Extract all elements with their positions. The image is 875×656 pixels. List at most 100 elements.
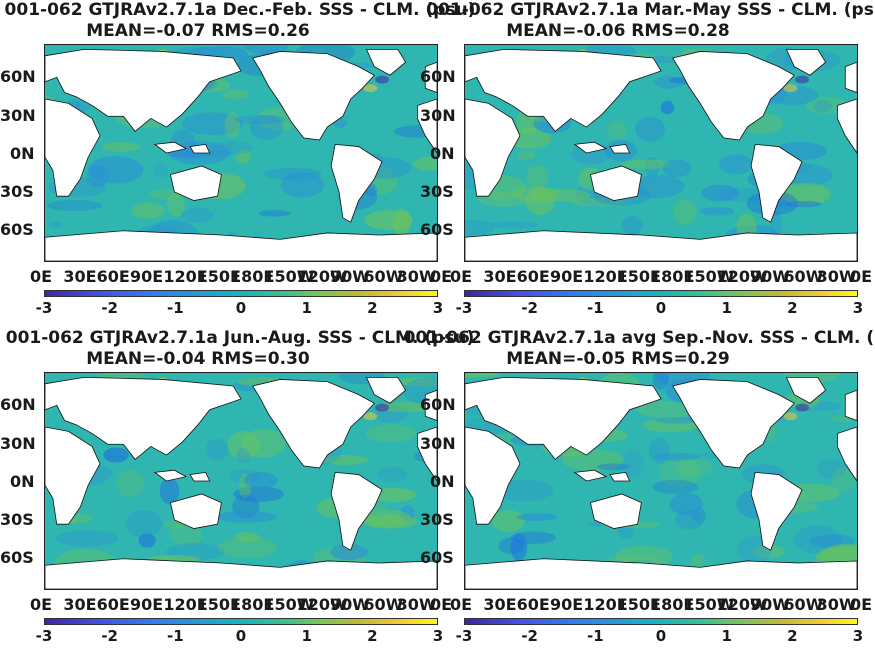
x-tick-label: 0E — [450, 267, 473, 286]
colorbar-tick-label: -1 — [166, 299, 184, 317]
colorbar-tick-label: -1 — [586, 299, 604, 317]
y-tick-label: 60N — [0, 67, 36, 86]
land-mass — [153, 141, 188, 154]
colorbar-tick-label: 0 — [235, 299, 247, 317]
anomaly-blob — [635, 116, 666, 142]
land-mass — [45, 426, 101, 525]
y-tick-label: 30N — [0, 434, 36, 453]
x-tick-labels: 0E 30E 60E 90E 120E 150E 180E 150W 120W 90W 60W 30W… — [450, 596, 875, 616]
anomaly-blob — [596, 463, 630, 471]
x-tick-label: 30W — [816, 595, 857, 614]
anomaly-blob — [491, 510, 525, 532]
y-tick-label: 60N — [420, 395, 456, 414]
map-svg — [465, 45, 857, 261]
land-mass — [189, 143, 211, 154]
x-tick-label: 60E — [516, 595, 550, 614]
land-mass — [465, 230, 857, 261]
x-tick-label: 30E — [63, 595, 97, 614]
colorbar — [44, 290, 438, 297]
colorbar-tick-label: 1 — [721, 299, 732, 317]
x-tick-label: 180E — [650, 267, 695, 286]
map-plot — [44, 372, 438, 590]
x-tick-label: 180E — [650, 595, 695, 614]
anomaly-blob — [517, 513, 557, 522]
colorbar-tick-label: 3 — [852, 627, 864, 645]
land-mass — [589, 493, 642, 529]
anomaly-blob — [393, 208, 412, 238]
anomaly-blob — [621, 448, 644, 478]
x-tick-label: 0E — [30, 595, 53, 614]
colorbar-tick-label: 3 — [432, 627, 444, 645]
anomaly-blob — [138, 533, 156, 548]
land-mass — [785, 376, 827, 404]
anomaly-highlight — [783, 412, 798, 421]
y-tick-label: 60N — [0, 395, 36, 414]
x-tick-label: 60W — [783, 595, 824, 614]
anomaly-blob — [48, 221, 63, 228]
anomaly-blob — [235, 149, 252, 164]
anomaly-blob — [621, 215, 643, 236]
x-tick-label: 120E — [163, 267, 208, 286]
anomaly-blob — [785, 200, 822, 208]
colorbar-tick-label: 0 — [655, 299, 667, 317]
x-tick-label: 60E — [96, 267, 130, 286]
colorbar-tick-label: 2 — [787, 627, 798, 645]
anomaly-blob — [652, 373, 669, 390]
anomaly-blob — [817, 458, 847, 480]
map-plot — [44, 44, 438, 262]
x-tick-label: 90E — [130, 595, 164, 614]
anomaly-blob — [621, 159, 672, 169]
map-svg — [45, 373, 437, 589]
land-mass — [45, 98, 101, 197]
anomaly-blob — [780, 183, 831, 206]
x-tick-label: 0E — [450, 595, 473, 614]
anomaly-blob — [655, 417, 700, 424]
anomaly-blob — [234, 532, 260, 543]
y-tick-label: 30N — [420, 434, 456, 453]
anomaly-blob — [465, 219, 495, 236]
chart-stats: MEAN=-0.06 RMS=0.28 — [506, 21, 730, 41]
anomaly-blob — [615, 545, 673, 568]
x-tick-label: 150E — [616, 267, 661, 286]
x-tick-label: 0E — [430, 595, 453, 614]
x-tick-label: 120W — [296, 595, 348, 614]
anomaly-blob — [370, 487, 417, 503]
land-mass — [169, 165, 222, 201]
x-tick-label: 150E — [196, 595, 241, 614]
anomaly-blob — [280, 172, 325, 198]
x-tick-label: 30W — [816, 267, 857, 286]
anomaly-blob — [215, 511, 277, 523]
land-mass — [837, 426, 857, 482]
x-tick-label: 90W — [330, 595, 370, 614]
x-tick-label: 0E — [30, 267, 53, 286]
x-tick-label: 120W — [716, 595, 768, 614]
colorbar — [44, 618, 438, 625]
colorbar-tick-label: -3 — [35, 299, 53, 317]
colorbar-tick-label: 3 — [432, 299, 444, 317]
y-tick-label: 60N — [420, 67, 456, 86]
anomaly-blob — [365, 424, 417, 443]
land-mass — [672, 51, 795, 141]
anomaly-blob — [669, 492, 703, 516]
anomaly-blob — [234, 115, 287, 125]
anomaly-blob — [153, 162, 168, 179]
land-mass — [169, 493, 222, 529]
anomaly-blob — [516, 150, 536, 160]
land-mass — [365, 48, 407, 76]
anomaly-blob — [653, 452, 700, 461]
land-mass — [750, 471, 803, 551]
chart-title: 001-062 GTJRAv2.7.1a Jun.-Aug. SSS - CLM… — [5, 328, 475, 348]
x-tick-label: 30E — [483, 267, 517, 286]
anomaly-blob — [322, 455, 369, 465]
y-tick-label: 0N — [10, 472, 35, 491]
anomaly-blob — [116, 469, 145, 498]
land-mass — [330, 143, 383, 223]
anomaly-blob — [662, 159, 692, 178]
anomaly-blob — [645, 156, 660, 177]
x-tick-label: 90E — [550, 267, 584, 286]
anomaly-blob — [637, 400, 697, 419]
land-mass — [424, 61, 437, 93]
colorbar-tick-label: -3 — [455, 627, 473, 645]
anomaly-highlight — [795, 75, 810, 84]
anomaly-blob — [719, 154, 754, 175]
